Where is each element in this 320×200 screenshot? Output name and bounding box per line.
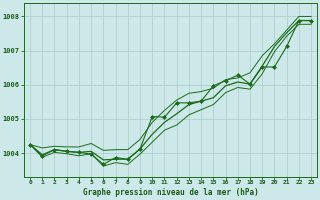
X-axis label: Graphe pression niveau de la mer (hPa): Graphe pression niveau de la mer (hPa) bbox=[83, 188, 259, 197]
